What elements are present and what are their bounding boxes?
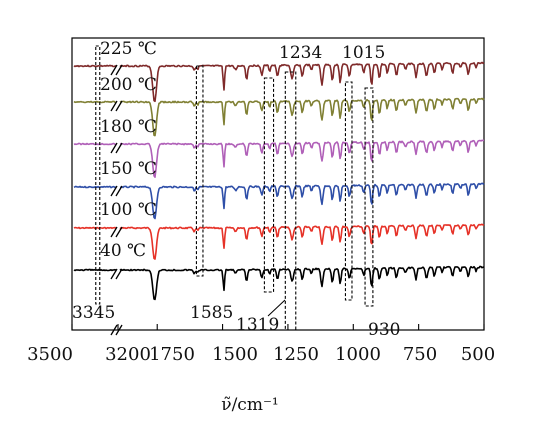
break-stroke	[115, 226, 123, 238]
spectra-series	[73, 61, 485, 301]
break-stroke	[115, 142, 123, 154]
break-stroke	[110, 268, 118, 280]
peak-box	[263, 77, 275, 293]
break-mark	[110, 226, 123, 238]
x-tick-label: 1000	[335, 344, 381, 365]
series-label: 150 ℃	[100, 159, 157, 179]
peak-label: 1234	[279, 43, 322, 63]
break-mark	[110, 324, 123, 336]
break-stroke	[110, 226, 118, 238]
peak-label: 930	[368, 320, 400, 340]
break-stroke	[110, 324, 118, 336]
break-stroke	[115, 64, 123, 76]
x-tick-label: 1750	[149, 344, 195, 365]
break-stroke	[110, 142, 118, 154]
peak-box	[195, 65, 204, 277]
x-tick-label: 750	[403, 344, 437, 365]
peak-label: 1585	[190, 303, 233, 323]
axis-break-marks	[110, 64, 123, 336]
break-stroke	[110, 64, 118, 76]
x-tick-label: 1500	[212, 344, 258, 365]
spectrum-line	[73, 182, 485, 220]
spectrum-line	[73, 265, 485, 301]
series-label: 200 ℃	[100, 75, 157, 95]
x-tick-label: 500	[461, 344, 495, 365]
break-stroke	[115, 324, 123, 336]
break-mark	[110, 100, 123, 112]
break-mark	[110, 185, 123, 197]
pointer-1319	[267, 299, 286, 317]
break-stroke	[110, 185, 118, 197]
series-label: 225 ℃	[100, 39, 157, 59]
spectrum-line	[73, 61, 485, 103]
spectrum-line	[73, 223, 485, 260]
break-mark	[110, 64, 123, 76]
break-stroke	[110, 100, 118, 112]
series-labels: 225 ℃ 200 ℃ 180 ℃ 150 ℃ 100 ℃ 40 ℃	[100, 39, 157, 261]
series-label: 40 ℃	[100, 241, 146, 261]
break-stroke	[115, 100, 123, 112]
series-label: 180 ℃	[100, 117, 157, 137]
x-tick-label: 1250	[273, 344, 319, 365]
x-axis-title: ν̃/cm⁻¹	[221, 395, 279, 415]
x-tick-label: 3200	[105, 344, 151, 365]
break-stroke	[115, 185, 123, 197]
peak-box	[95, 45, 101, 305]
peak-label: 3345	[72, 303, 115, 323]
break-stroke	[115, 268, 123, 280]
spectrum-line	[73, 97, 485, 137]
peak-box	[344, 81, 353, 301]
peak-box	[284, 71, 297, 331]
x-tick-label: 3500	[27, 344, 73, 365]
break-mark	[110, 142, 123, 154]
peak-box	[364, 87, 374, 307]
spectrum-line	[73, 139, 485, 178]
break-mark	[110, 268, 123, 280]
peak-label: 1015	[342, 43, 385, 63]
peak-label: 1319	[236, 315, 279, 335]
series-label: 100 ℃	[100, 200, 157, 220]
